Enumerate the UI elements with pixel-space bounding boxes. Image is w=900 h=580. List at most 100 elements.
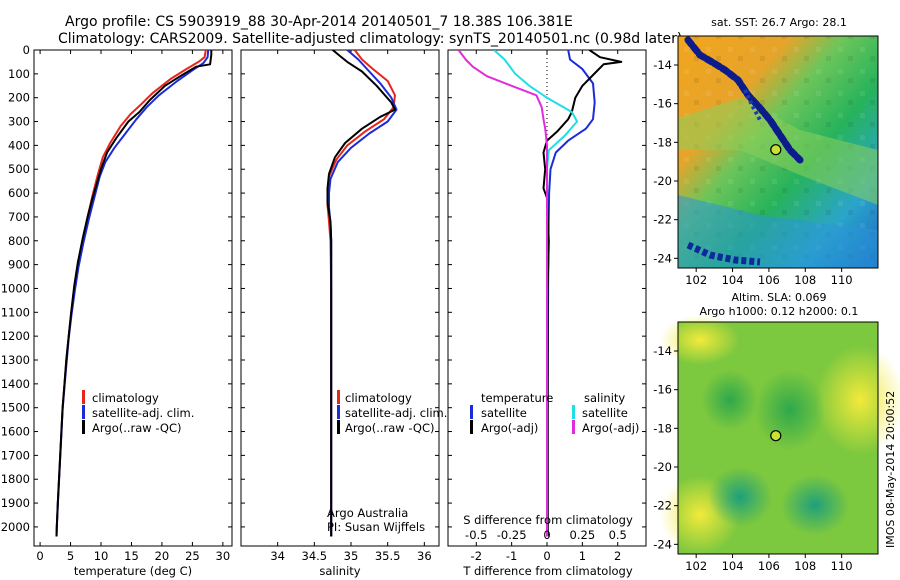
map-xtick-label: 108 (794, 559, 816, 573)
sst-argo-location-marker (770, 144, 782, 156)
depth-tick-label: 0 (23, 43, 30, 57)
depth-tick-label: 1800 (1, 472, 30, 486)
map-xtick-label: 102 (685, 273, 707, 287)
difference-legend: temperature satellite Argo(-adj) salinit… (470, 391, 639, 435)
t-series-argo-raw-qc- (55, 50, 213, 537)
sst-map-panel: sat. SST: 26.7 Argo: 28.1 102 104 106 108 11… (653, 16, 879, 287)
sla-low-centre (755, 370, 825, 450)
diff-legend-swatch-s-satellite (572, 405, 575, 419)
d-series-t-argo-adj- (542, 50, 623, 537)
s-series-argo-raw-qc- (326, 50, 396, 537)
temperature-panel: 0100200300400500600700800900100011001200… (1, 43, 233, 578)
salinity-panel: 34 34.5 35 35.5 36 salinity climatology sate… (240, 49, 447, 578)
sla-high-nw (660, 315, 740, 365)
sal-legend-swatch-argo (337, 420, 340, 434)
diff-legend-label-t-satellite: satellite (481, 406, 527, 420)
sal-legend-swatch-satellite (337, 405, 340, 419)
legend-label-satellite: satellite-adj. clim. (92, 406, 194, 420)
sst-map-ticks: 102 104 106 108 110 -14 -16 -18 -20 -22 -24 (653, 58, 852, 287)
d-xtick-label: -2 (471, 549, 482, 563)
sal-legend-label-satellite: satellite-adj. clim. (345, 406, 447, 420)
depth-tick-label: 700 (8, 210, 30, 224)
d-xtick-label: 1 (579, 549, 586, 563)
temperature-yticks: 0 100 200 300 400 500 600 700 800 900 1000 1100 1200… (1, 43, 232, 534)
map-ytick-label: -22 (653, 213, 672, 227)
t-xtick-label: 15 (124, 549, 139, 563)
diff-legend-label-s-argo: Argo(-adj) (582, 421, 639, 435)
salinity-legend: climatology satellite-adj. clim. Argo(..… (337, 390, 447, 435)
t-xtick-label: 25 (185, 549, 200, 563)
sla-argo-location-marker (770, 430, 782, 442)
diff-legend-label-t-argo: Argo(-adj) (481, 421, 538, 435)
difference-lines (457, 50, 623, 537)
s-xtick-label: 36 (417, 549, 432, 563)
difference-xticks: -2 -1 0 1 2 (471, 50, 621, 563)
temperature-xticks: 0 5 10 15 20 25 30 (36, 50, 230, 563)
map-ytick-label: -16 (653, 383, 672, 397)
sla-map-subtitle: Argo h1000: 0.12 h2000: 0.1 (700, 305, 859, 318)
depth-tick-label: 1500 (1, 401, 30, 415)
sla-map-title: Altim. SLA: 0.069 (731, 291, 826, 304)
map-ytick-label: -20 (653, 174, 672, 188)
map-xtick-label: 106 (758, 559, 780, 573)
map-xtick-label: 110 (831, 273, 853, 287)
legend-swatch-argo (82, 420, 85, 434)
map-ytick-label: -14 (653, 58, 672, 72)
legend-swatch-satellite (82, 405, 85, 419)
depth-tick-label: 1200 (1, 329, 30, 343)
map-ytick-label: -18 (653, 421, 672, 435)
t-xtick-label: 30 (216, 549, 231, 563)
difference-yticks (448, 49, 646, 528)
map-xtick-label: 102 (685, 559, 707, 573)
map-xtick-label: 108 (794, 273, 816, 287)
d-series-s-argo-adj- (457, 50, 548, 537)
sla-high-ne (815, 345, 900, 455)
depth-tick-label: 200 (8, 91, 30, 105)
float-pi: PI: Susan Wijffels (327, 520, 425, 534)
difference-xlabel: T difference from climatology (462, 564, 633, 578)
sst-map-title: sat. SST: 26.7 Argo: 28.1 (711, 16, 847, 29)
difference-s-tick-label: 0.5 (609, 528, 627, 542)
diff-legend-label-s-satellite: satellite (582, 406, 628, 420)
d-xtick-label: 2 (614, 549, 621, 563)
t-xtick-label: 10 (94, 549, 109, 563)
sst-cold-filament (684, 36, 804, 164)
sal-legend-label-climatology: climatology (345, 391, 412, 405)
salinity-yticks (241, 49, 439, 528)
sla-low-west (702, 370, 758, 430)
difference-s-tick-label: -0.25 (497, 528, 527, 542)
difference-s-ticks: -0.5 -0.25 0 0.25 0.5 (465, 528, 627, 542)
difference-s-tick-label: 0.25 (570, 528, 596, 542)
salinity-xticks: 34 34.5 35 35.5 36 (270, 50, 432, 563)
depth-tick-label: 1700 (1, 448, 30, 462)
t-xtick-label: 0 (36, 549, 43, 563)
depth-tick-label: 900 (8, 258, 30, 272)
sst-cold-patch-south (686, 241, 761, 266)
map-xtick-label: 110 (831, 559, 853, 573)
temperature-legend: climatology satellite-adj. clim. Argo(..… (82, 390, 194, 435)
difference-panel: -2 -1 0 1 2 T difference from climatology S … (447, 49, 647, 578)
legend-label-argo: Argo(..raw -QC) (92, 421, 182, 435)
map-ytick-label: -24 (653, 251, 672, 265)
s-xtick-label: 35 (344, 549, 359, 563)
salinity-xlabel: salinity (319, 564, 360, 578)
sla-low-sw (708, 467, 772, 527)
difference-legend-t-title: temperature (481, 391, 553, 405)
t-xtick-label: 5 (67, 549, 74, 563)
depth-tick-label: 500 (8, 162, 30, 176)
map-ytick-label: -20 (653, 460, 672, 474)
diff-legend-swatch-s-argo (572, 420, 575, 434)
sal-legend-swatch-climatology (337, 390, 340, 404)
sla-map-frame (677, 321, 879, 555)
sst-map-frame (677, 35, 879, 269)
depth-tick-label: 1900 (1, 496, 30, 510)
figure-title-line2: Climatology: CARS2009. Satellite-adjuste… (58, 31, 682, 47)
sla-low-se (781, 475, 849, 535)
map-ytick-label: -16 (653, 97, 672, 111)
sal-legend-label-argo: Argo(..raw -QC) (345, 421, 435, 435)
map-ytick-label: -18 (653, 135, 672, 149)
s-xtick-label: 35.5 (375, 549, 401, 563)
depth-tick-label: 1400 (1, 377, 30, 391)
sst-blue-band (678, 195, 878, 268)
